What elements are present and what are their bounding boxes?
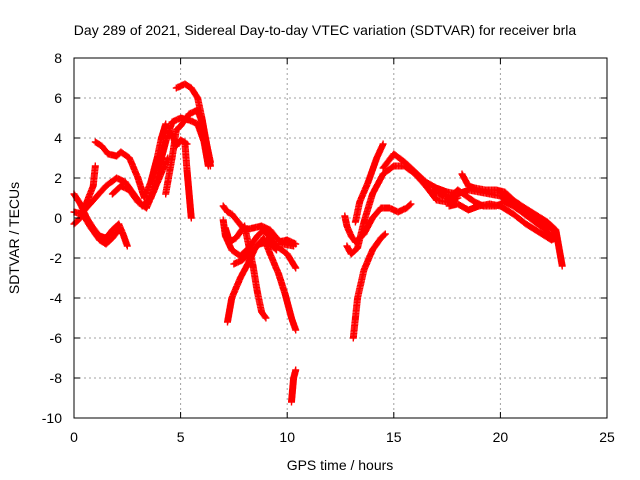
axis-ticks: 0 5 10 15 20 25 -10 -8 -6 -4 -2 0 2 4 6 8: [42, 50, 615, 445]
data-track: [349, 230, 389, 342]
y-tick-label: -4: [50, 290, 63, 306]
x-tick-label: 25: [599, 429, 615, 445]
y-tick-label: 6: [54, 90, 62, 106]
data-track: [445, 200, 560, 244]
x-axis-label: GPS time / hours: [287, 457, 394, 473]
x-tick-label: 20: [493, 429, 509, 445]
y-tick-label: -6: [50, 330, 63, 346]
x-tick-label: 5: [177, 429, 185, 445]
y-tick-label: 4: [54, 130, 62, 146]
x-tick-label: 15: [386, 429, 402, 445]
data-track: [91, 120, 170, 202]
y-tick-label: -10: [42, 410, 62, 426]
data-series: [70, 80, 566, 406]
y-tick-label: 0: [54, 210, 62, 226]
grid: [74, 58, 607, 418]
y-axis-label: SDTVAR / TECUs: [6, 182, 22, 294]
data-track: [288, 366, 300, 406]
data-track: [458, 170, 566, 270]
data-track: [230, 238, 280, 268]
y-tick-label: -2: [50, 250, 63, 266]
x-tick-label: 0: [70, 429, 78, 445]
data-track: [181, 138, 195, 222]
y-tick-label: 2: [54, 170, 62, 186]
chart-title: Day 289 of 2021, Sidereal Day-to-day VTE…: [74, 22, 577, 38]
data-track: [275, 236, 300, 248]
data-track: [351, 140, 387, 226]
x-tick-label: 10: [279, 429, 295, 445]
y-tick-label: 8: [54, 50, 62, 66]
plot-frame: [73, 57, 608, 419]
y-tick-label: -8: [50, 370, 63, 386]
data-track: [172, 80, 214, 166]
